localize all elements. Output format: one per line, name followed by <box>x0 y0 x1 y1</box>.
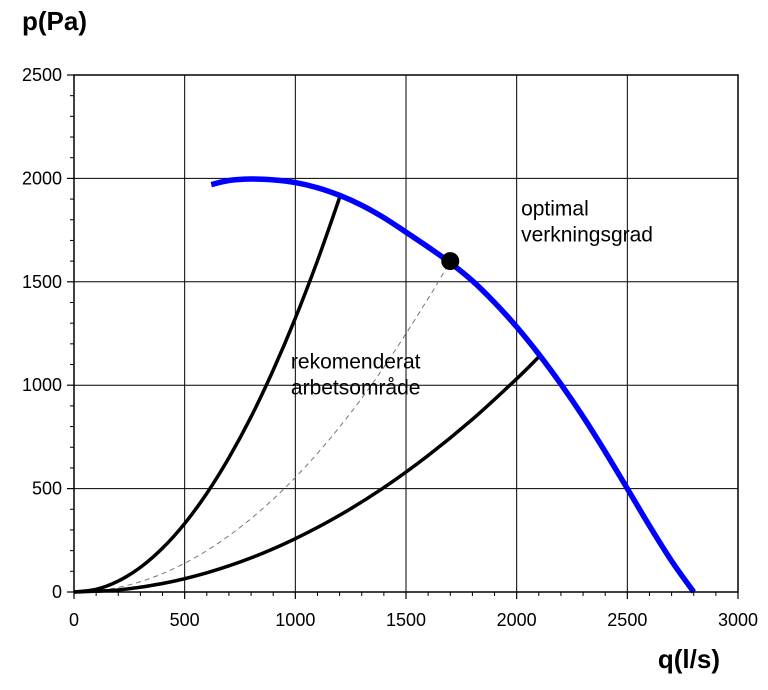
plot-frame <box>73 74 739 593</box>
x-axis-title: q(l/s) <box>658 644 720 674</box>
y-axis-title: p(Pa) <box>22 6 87 36</box>
x-tick-label: 500 <box>170 610 200 630</box>
range-label-line: rekomenderat <box>291 351 421 374</box>
y-tick-label: 1000 <box>22 375 62 395</box>
optimal-label-line: verkningsgrad <box>521 224 653 247</box>
optimal-efficiency-curve <box>73 260 451 593</box>
x-tick-label: 1000 <box>275 610 315 630</box>
y-tick-label: 2500 <box>22 65 62 85</box>
x-tick-label: 2000 <box>497 610 537 630</box>
optimal-label-line: optimal <box>521 198 589 221</box>
y-tick-label: 500 <box>32 479 62 499</box>
x-tick-label: 1500 <box>386 610 426 630</box>
system-curve-upper <box>73 197 342 594</box>
system-curve-lower <box>73 355 541 594</box>
x-tick-label: 0 <box>69 610 79 630</box>
optimal-point <box>441 252 460 271</box>
y-tick-label: 2000 <box>22 168 62 188</box>
x-tick-label: 3000 <box>718 610 758 630</box>
x-tick-label: 2500 <box>607 610 647 630</box>
y-tick-label: 0 <box>52 582 62 602</box>
range-label-line: arbetsområde <box>291 377 421 400</box>
y-tick-label: 1500 <box>22 272 62 292</box>
